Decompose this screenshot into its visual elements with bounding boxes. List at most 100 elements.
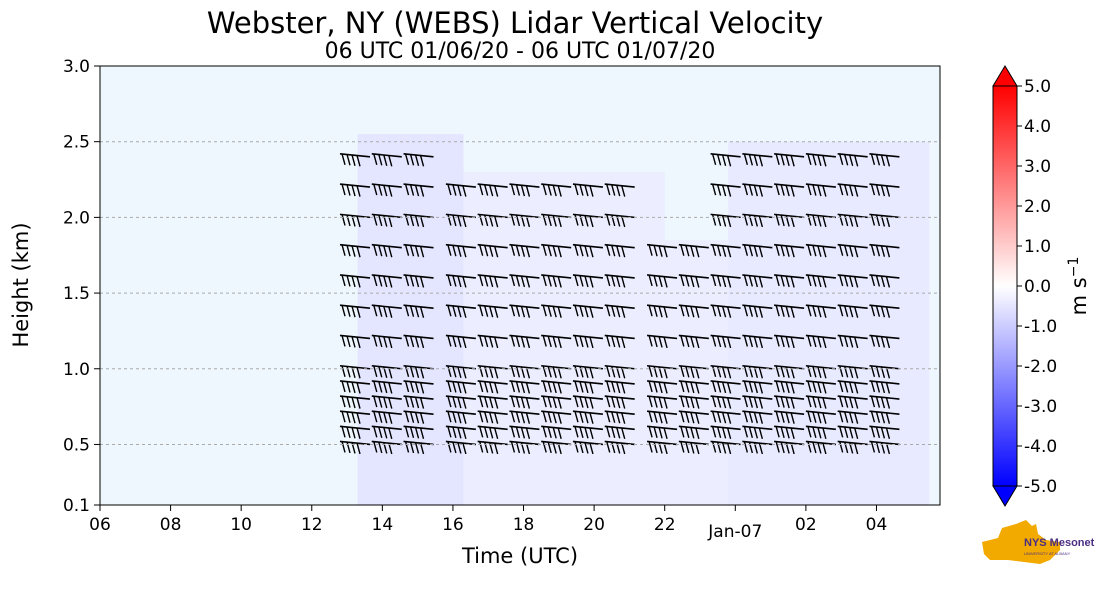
wind-barb <box>646 380 678 394</box>
wind-barb <box>742 183 773 197</box>
wind-barb <box>509 304 540 318</box>
wind-barb <box>710 395 741 409</box>
wind-barb <box>742 243 773 258</box>
wind-barb <box>371 334 402 349</box>
y-tick-label: 0.5 <box>63 435 90 455</box>
wind-barb <box>774 425 805 439</box>
wind-barb <box>604 334 635 349</box>
wind-barb <box>774 395 805 409</box>
wind-barb <box>710 153 741 167</box>
x-tick-label: 06 <box>89 515 111 535</box>
wind-barb <box>339 274 371 288</box>
wind-barb <box>869 395 900 409</box>
wind-barb <box>678 334 709 349</box>
x-tick-label: 20 <box>583 515 605 535</box>
wind-barb <box>710 274 741 288</box>
grid <box>100 141 940 445</box>
colorbar-ticks: 5.0 4.0 3.0 2.0 1.0 0.0 -1.0 -2.0 -3.0 -4.0 -5.0 <box>1017 77 1057 497</box>
wind-barb <box>774 153 805 167</box>
wind-barb <box>837 274 868 288</box>
wind-barb <box>572 274 604 288</box>
wind-barb <box>403 213 434 228</box>
wind-barb <box>509 410 540 424</box>
wind-barb <box>805 304 836 318</box>
wind-barb <box>805 395 836 409</box>
colorbar-tick-label: 1.0 <box>1024 237 1051 257</box>
wind-barb <box>774 304 805 318</box>
wind-barb <box>477 425 508 439</box>
wind-barb <box>541 274 572 288</box>
wind-barb <box>339 183 371 197</box>
wind-barb <box>403 334 434 349</box>
wind-barb <box>339 304 371 318</box>
wind-barb <box>477 243 508 258</box>
wind-barb <box>541 334 572 349</box>
wind-barb <box>339 334 371 349</box>
wind-barb <box>572 213 604 228</box>
wind-barb <box>477 395 508 409</box>
x-tick-label: 22 <box>654 515 676 535</box>
wind-barb <box>541 243 572 258</box>
y-tick-label: 2.5 <box>63 133 90 153</box>
wind-barb <box>604 243 635 258</box>
wind-barb <box>742 274 773 288</box>
wind-barb <box>572 410 604 424</box>
chart-subtitle: 06 UTC 01/06/20 - 06 UTC 01/07/20 <box>325 39 716 64</box>
wind-barb <box>805 243 836 258</box>
velocity-region <box>728 141 930 505</box>
wind-barb <box>572 380 604 394</box>
colorbar-tick-label: 0.0 <box>1024 277 1051 297</box>
wind-barb <box>371 153 402 167</box>
wind-barb <box>604 395 635 409</box>
wind-barb <box>805 274 836 288</box>
wind-barb <box>837 334 868 349</box>
wind-barb <box>774 380 805 394</box>
wind-barb <box>678 410 709 424</box>
wind-barb <box>805 364 836 379</box>
logo-subtext: UNIVERSITY AT ALBANY <box>1024 551 1071 556</box>
wind-barb <box>710 213 741 228</box>
wind-barb <box>837 425 868 439</box>
wind-barb <box>371 243 402 258</box>
x-tick-label: 02 <box>795 515 817 535</box>
chart-title: Webster, NY (WEBS) Lidar Vertical Veloci… <box>207 6 823 40</box>
wind-barb <box>339 153 371 167</box>
x-tick-label: 16 <box>442 515 464 535</box>
wind-barb <box>742 395 773 409</box>
wind-barb <box>837 243 868 258</box>
wind-barb <box>477 274 508 288</box>
colorbar-max-extension <box>992 65 1018 87</box>
wind-barb <box>805 183 836 197</box>
wind-barb <box>509 334 540 349</box>
wind-barb <box>869 410 900 424</box>
wind-barb <box>572 440 604 455</box>
colorbar-tick-label: 3.0 <box>1024 157 1051 177</box>
wind-barb <box>805 425 836 439</box>
wind-barb <box>403 410 434 424</box>
wind-barb <box>371 380 402 394</box>
wind-barb <box>837 153 868 167</box>
colorbar-tick-label: -3.0 <box>1024 397 1057 417</box>
wind-barb <box>837 395 868 409</box>
wind-barb <box>710 440 741 455</box>
wind-barb <box>837 380 868 394</box>
wind-barb <box>477 380 508 394</box>
wind-barb <box>445 380 476 394</box>
wind-barb <box>445 213 476 228</box>
y-axis: 0.1 0.5 1.0 1.5 2.0 2.5 3.0 <box>63 57 100 516</box>
wind-barb <box>774 183 805 197</box>
wind-barb <box>509 183 540 197</box>
wind-barb <box>339 380 371 394</box>
wind-barb <box>371 395 402 409</box>
x-tick-label: 14 <box>372 515 394 535</box>
y-tick-label: 3.0 <box>63 57 90 77</box>
velocity-field <box>357 134 930 505</box>
wind-barb <box>646 243 678 258</box>
wind-barb <box>742 334 773 349</box>
wind-barb <box>339 410 371 424</box>
colorbar-min-extension <box>992 485 1018 507</box>
wind-barb <box>837 304 868 318</box>
colorbar-label: m s−1 <box>1066 257 1091 316</box>
wind-barb <box>646 334 678 349</box>
x-tick-label: 12 <box>301 515 323 535</box>
